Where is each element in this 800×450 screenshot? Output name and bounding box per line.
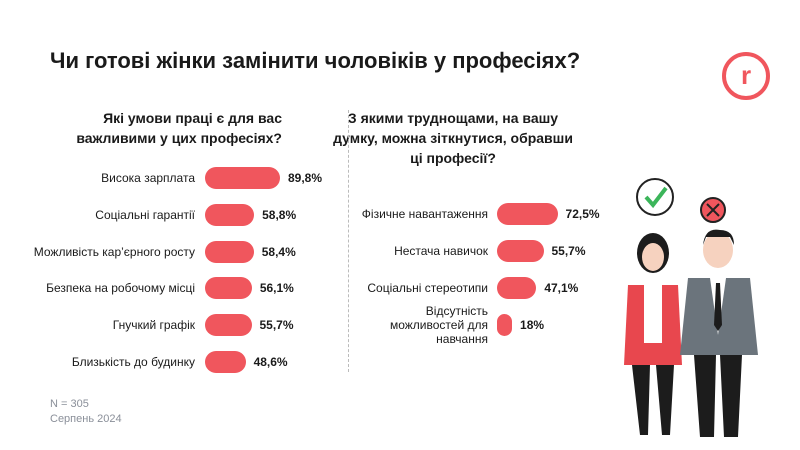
logo-ring [722,52,770,100]
logo-text: r [741,60,751,90]
tie [714,283,722,331]
bar [205,167,280,189]
legs [632,365,674,435]
bar [497,203,558,225]
bar [205,277,252,300]
bar [497,314,513,336]
value-label: 56,1% [259,281,294,296]
category-label: Гнучкий графік [112,318,195,333]
logo: r [722,52,770,100]
illustration [624,178,758,437]
value-label: 89,8% [287,171,322,185]
category-label: Фізичне навантаження [361,207,488,221]
category-label: Висока зарплата [101,171,195,185]
value-label: 18% [520,318,545,332]
category-label: Соціальні стереотипи [367,281,488,295]
value-label: 58,8% [262,207,297,222]
value-label: 55,7% [551,244,586,258]
check [644,186,668,209]
divider [348,110,349,372]
value-label: 47,1% [544,281,579,295]
category-label: Можливість кар’єрного росту [33,244,195,259]
shirt [644,283,662,343]
face [703,232,733,268]
category-label: Соціальні гарантії [95,207,195,222]
value-label: 58,4% [261,244,296,259]
cross [706,203,720,217]
check-icon [636,178,674,216]
chart-title: З якими труднощами, на вашу думку, можна… [333,110,573,166]
value-label: 48,6% [253,355,288,369]
bar [205,351,246,373]
hair [703,229,734,245]
category-label: Відсутність можливостей для навчання [389,304,488,346]
category-label: Нестача навичок [394,244,488,258]
face [642,243,664,271]
title: Чи готові жінки замінити чоловіків у про… [50,48,581,73]
bar [497,277,537,299]
note: Серпень 2024 [50,413,122,425]
bar [205,203,255,226]
bar [205,314,252,337]
value-label: 55,7% [259,318,294,333]
category-label: Безпека на робочому місці [46,281,195,296]
bar [205,240,254,263]
value-label: 72,5% [565,207,600,221]
chart-title: Які умови праці є для вас важливими у ци… [76,110,282,146]
note: N = 305 [50,398,89,410]
legs [694,355,742,437]
category-label: Близькість до будинку [71,355,195,369]
bar [497,240,544,262]
